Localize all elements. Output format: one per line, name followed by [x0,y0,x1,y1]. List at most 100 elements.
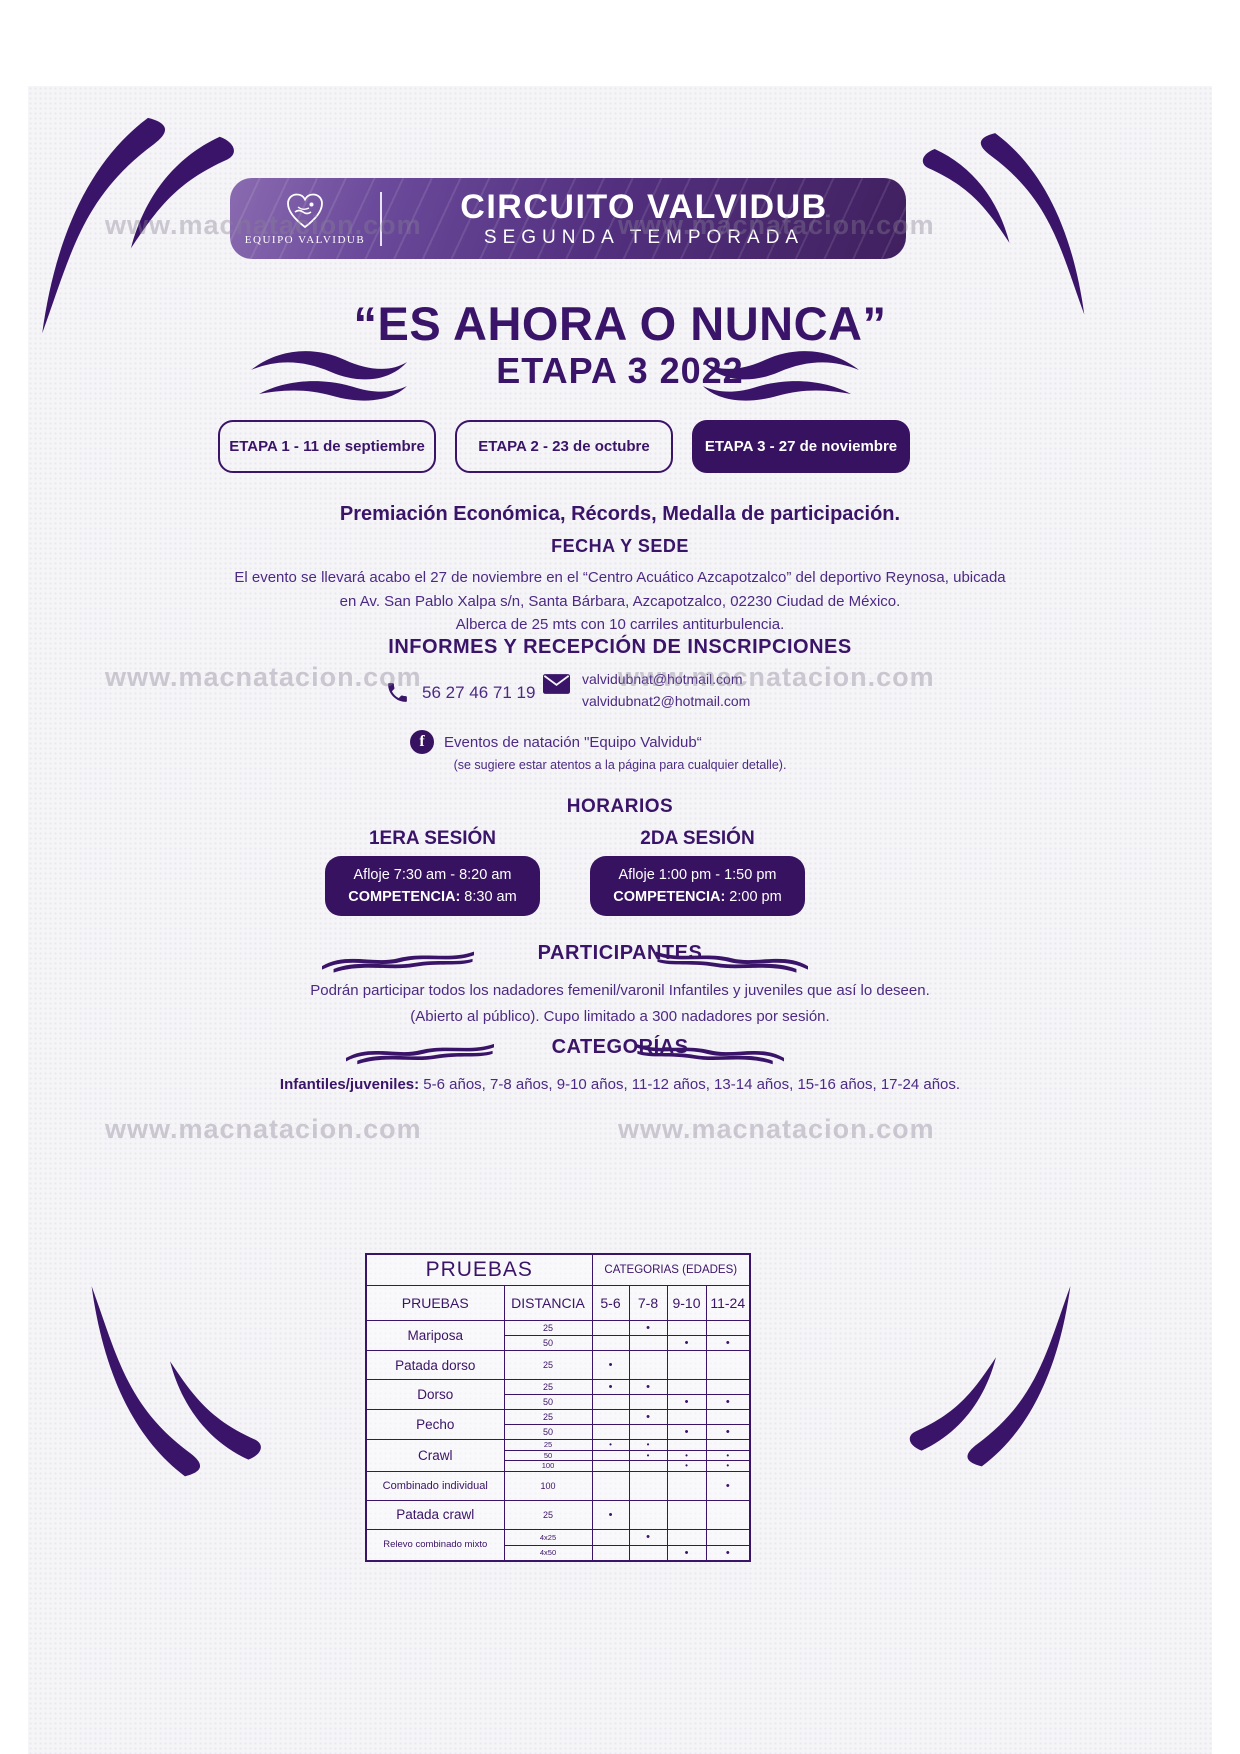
mark-cell: • [628,1320,668,1336]
table-row: 50 • • [366,1335,751,1351]
categories-label: Infantiles/juveniles: [279,1076,420,1093]
venue-description: El evento se llevará acabo el 27 de novi… [55,566,1185,637]
event-name-cell: Crawl [365,1439,505,1472]
table-row: Patada dorso 25 • [365,1350,751,1380]
logo-text: EQUIPO VALVIDUB [244,233,366,246]
participants-heading: PARTICIPANTES [537,942,703,964]
wave-decoration-right [656,951,808,973]
mark-cell [705,1379,751,1395]
corner-swoosh-top-right [922,133,1085,315]
facebook-row[interactable]: f Eventos de natación "Equipo Valvidub“ [410,730,702,754]
event-name-cell: Pecho [365,1409,505,1440]
mark-cell [705,1499,751,1530]
event-name-cell: Dorso [365,1379,505,1410]
mark-cell: • [705,1544,751,1562]
distance-cell: 50 [503,1424,593,1440]
stage-title: ETAPA 3 2022 [496,350,744,391]
session-1-warmup: Afloje 7:30 am - 8:20 am [353,867,512,883]
stage-pill-label: ETAPA 3 - 27 de noviembre [704,438,898,455]
session-2-competition-label: COMPETENCIA: [613,889,726,905]
mark-cell: • [666,1335,707,1351]
distance-cell: 25 [503,1499,593,1530]
mark-cell: • [705,1460,751,1472]
email-address-1[interactable]: valvidubnat@hotmail.com [582,671,743,687]
venue-line-3: Alberca de 25 mts con 10 carriles antitu… [455,616,785,633]
events-table: PRUEBAS CATEGORIAS (EDADES) PRUEBAS DIST… [365,1253,752,1562]
mark-cell: • [628,1439,668,1451]
wave-decoration-right [636,1043,784,1065]
distance-cell: 50 [503,1335,593,1351]
mark-cell [666,1528,707,1546]
mark-cell [591,1449,630,1461]
stage-pill-etapa-1[interactable]: ETAPA 1 - 11 de septiembre [218,420,436,473]
mark-cell [705,1439,751,1451]
categories-heading: CATEGORÍAS [551,1036,689,1058]
mark-cell [628,1499,668,1530]
mark-cell [591,1424,630,1440]
table-title: PRUEBAS [365,1253,593,1286]
mark-cell [628,1460,668,1472]
mark-cell [591,1409,630,1425]
facebook-note: (se sugiere estar atentos a la página pa… [453,758,787,772]
mark-cell [628,1424,668,1440]
session-1-competition-time: 8:30 am [460,889,517,905]
table-row: 50 • • • [366,1449,751,1461]
mark-cell [591,1394,630,1410]
distance-cell: 50 [503,1394,593,1410]
mark-cell [705,1320,751,1336]
mark-cell: • [628,1528,668,1546]
stage-pill-etapa-3[interactable]: ETAPA 3 - 27 de noviembre [692,420,910,473]
facebook-icon: f [410,730,434,754]
email-address-2[interactable]: valvidubnat2@hotmail.com [582,693,751,709]
phone-number[interactable]: 56 27 46 71 19 [422,682,536,702]
paper-background [28,86,1212,1754]
mark-cell [591,1460,630,1472]
phone-row: 56 27 46 71 19 [385,680,535,705]
venue-line-1: El evento se llevará acabo el 27 de novi… [234,569,1006,586]
mark-cell [666,1470,707,1501]
mark-cell [666,1439,707,1451]
session-1-title: 1ERA SESIÓN [368,828,497,849]
distance-cell: 25 [503,1320,593,1336]
col-header-11-24: 11-24 [705,1285,751,1321]
mark-cell: • [591,1350,630,1380]
distance-cell: 4x25 [503,1528,593,1546]
stage-pill-label: ETAPA 1 - 11 de septiembre [229,438,425,455]
mark-cell [628,1350,668,1380]
mark-cell [666,1499,707,1530]
categories-line: Infantiles/juveniles: 5-6 años, 7-8 años… [55,1076,1185,1093]
table-row: Pecho 25 • [365,1409,751,1440]
venue-line-2: en Av. San Pablo Xalpa s/n, Santa Bárbar… [339,592,901,610]
schedule-heading: HORARIOS [566,796,674,817]
participants-line-2: (Abierto al público). Cupo limitado a 30… [410,1008,830,1025]
session-1-competition-label: COMPETENCIA: [348,889,461,905]
event-name-cell: Mariposa [365,1320,505,1351]
session-2-competition-time: 2:00 pm [725,889,782,905]
wave-decoration-right [703,351,859,401]
table-row: 4x50 • • [366,1544,751,1562]
distance-cell: 50 [503,1449,593,1461]
mark-cell: • [628,1379,668,1395]
awards-line: Premiación Económica, Récords, Medalla d… [339,503,901,525]
event-name-cell: Relevo combinado mixto [365,1528,505,1562]
mark-cell: • [591,1439,630,1451]
col-header-7-8: 7-8 [628,1285,668,1321]
mark-cell [591,1528,630,1546]
distance-cell: 100 [503,1460,593,1472]
wave-decoration-left [251,351,407,401]
wave-decoration-left [346,1043,494,1065]
corner-swoosh-bottom-right [909,1285,1071,1467]
equipo-valvidub-logo: EQUIPO VALVIDUB [230,192,380,246]
categories-values: 5-6 años, 7-8 años, 9-10 años, 11-12 año… [419,1076,961,1093]
col-header-9-10: 9-10 [666,1285,707,1321]
stage-pill-etapa-2[interactable]: ETAPA 2 - 23 de octubre [455,420,673,473]
banner-subtitle: SEGUNDA TEMPORADA [483,226,805,248]
mark-cell: • [628,1449,668,1461]
mark-cell [591,1544,630,1562]
mark-cell [666,1409,707,1425]
table-row: 50 • • [366,1394,751,1410]
facebook-page-name: Eventos de natación "Equipo Valvidub“ [444,733,702,751]
mark-cell [628,1394,668,1410]
envelope-icon [543,674,570,694]
